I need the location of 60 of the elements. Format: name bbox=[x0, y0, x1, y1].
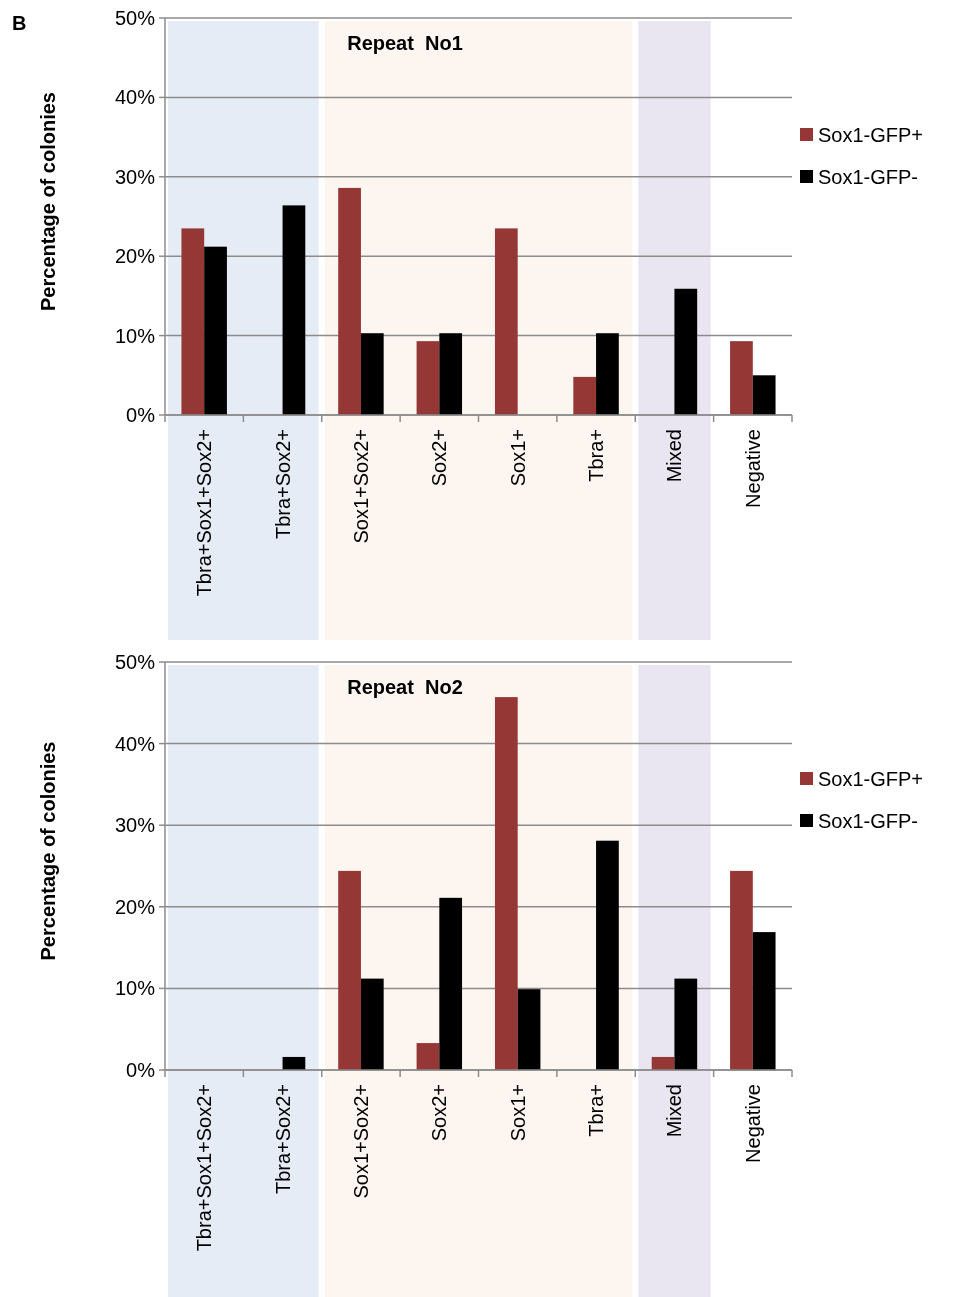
x-tick-label: Negative bbox=[741, 429, 764, 508]
x-tick-label: Sox1+Sox2+ bbox=[349, 1084, 372, 1199]
bar bbox=[674, 978, 698, 1070]
y-tick-label: 30% bbox=[114, 165, 156, 188]
legend-label: Sox1-GFP- bbox=[818, 166, 919, 188]
text: B bbox=[12, 12, 27, 34]
bar bbox=[494, 228, 518, 415]
y-tick-label: 40% bbox=[114, 732, 156, 755]
bar bbox=[439, 897, 463, 1070]
x-tick-label: Sox1+ bbox=[506, 1084, 529, 1142]
y-tick-label: 20% bbox=[114, 895, 156, 918]
bar bbox=[752, 932, 776, 1070]
bar bbox=[439, 333, 463, 415]
bar bbox=[596, 840, 619, 1070]
x-tick-label: Negative bbox=[741, 1084, 764, 1163]
x-tick-label: Mixed bbox=[663, 1084, 686, 1138]
y-axis-title: Percentage of colonies bbox=[37, 741, 59, 961]
legend-label: Sox1-GFP+ bbox=[818, 768, 924, 790]
bar bbox=[338, 870, 361, 1070]
bar bbox=[338, 187, 361, 415]
legend-label: Sox1-GFP+ bbox=[818, 124, 924, 146]
bar bbox=[730, 870, 753, 1070]
bar bbox=[204, 246, 227, 415]
y-tick-label: 10% bbox=[114, 977, 156, 1000]
bar bbox=[282, 205, 306, 415]
x-tick-label: Tbra+ bbox=[585, 429, 608, 482]
bar bbox=[596, 333, 619, 415]
bar bbox=[181, 228, 205, 415]
x-tick-label: Tbra+Sox1+Sox2+ bbox=[193, 1084, 216, 1252]
x-tick-label: Sox1+ bbox=[506, 429, 529, 487]
x-tick-label: Tbra+Sox1+Sox2+ bbox=[193, 429, 216, 597]
x-tick-label: Tbra+Sox2+ bbox=[271, 1084, 294, 1195]
text: Repeat No1 bbox=[347, 32, 463, 54]
bar bbox=[517, 989, 541, 1070]
y-tick-label: 50% bbox=[114, 651, 156, 673]
bar bbox=[494, 697, 518, 1070]
y-tick-label: 10% bbox=[114, 324, 156, 347]
y-tick-label: 0% bbox=[126, 1059, 156, 1081]
bar bbox=[752, 375, 776, 415]
x-tick-label: Sox2+ bbox=[428, 1084, 451, 1142]
x-tick-label: Tbra+ bbox=[585, 1084, 608, 1137]
bar bbox=[360, 978, 384, 1070]
y-tick-label: 50% bbox=[114, 7, 156, 29]
bar bbox=[360, 333, 384, 415]
x-tick-label: Mixed bbox=[663, 429, 686, 483]
y-axis-title: Percentage of colonies bbox=[37, 92, 59, 311]
y-tick-label: 40% bbox=[114, 86, 156, 109]
bar bbox=[730, 341, 753, 415]
y-tick-label: 20% bbox=[114, 245, 156, 268]
x-tick-label: Sox1+Sox2+ bbox=[349, 429, 372, 544]
x-tick-label: Sox2+ bbox=[428, 429, 451, 487]
bar bbox=[416, 1043, 440, 1070]
bar bbox=[416, 341, 440, 415]
y-tick-label: 30% bbox=[114, 814, 156, 837]
y-tick-label: 0% bbox=[126, 404, 156, 426]
bar bbox=[674, 288, 698, 415]
text: Repeat No2 bbox=[347, 676, 463, 698]
legend-label: Sox1-GFP- bbox=[818, 810, 919, 832]
x-tick-label: Tbra+Sox2+ bbox=[271, 429, 294, 540]
bar bbox=[573, 376, 597, 415]
